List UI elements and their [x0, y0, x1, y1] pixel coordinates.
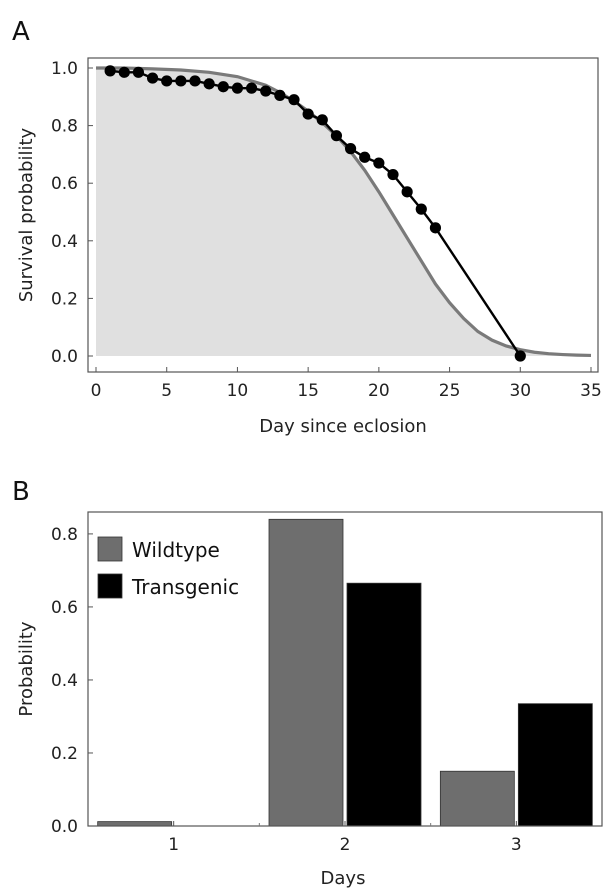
x-tick-label-a: 20: [368, 381, 390, 401]
legend-label-wildtype: Wildtype: [132, 538, 220, 562]
x-tick-label-a: 25: [439, 381, 461, 401]
observed-point: [203, 78, 215, 90]
x-tick-label-b: 2: [340, 835, 351, 855]
observed-point: [429, 222, 442, 234]
x-tick-label-b: 3: [511, 835, 522, 855]
x-tick-label-a: 10: [227, 381, 249, 401]
observed-point: [245, 82, 258, 94]
observed-point: [161, 75, 173, 87]
y-tick-label-b: 0.2: [51, 744, 78, 764]
observed-point: [373, 157, 385, 169]
y-tick-label-b: 0.8: [51, 525, 78, 545]
observed-point: [330, 130, 343, 142]
y-axis-label-b: Probability: [16, 621, 37, 716]
fitted-curve: [96, 66, 592, 358]
x-tick-label-a: 35: [580, 381, 602, 401]
observed-point: [146, 72, 159, 84]
plot-frame-a: [87, 57, 599, 373]
observed-point: [274, 89, 286, 101]
y-tick-label-a: 0.6: [51, 174, 78, 194]
fitted-area-shape: [96, 68, 591, 356]
bar-wildtype-day-1: [97, 821, 173, 827]
observed-point: [260, 85, 272, 97]
observed-point: [231, 82, 244, 94]
observed-point: [514, 350, 526, 362]
bar-transgenic-day-3: [517, 703, 593, 827]
y-tick-label-a: 1.0: [51, 59, 78, 79]
legend-swatch-transgenic: [97, 573, 123, 599]
observed-series: [104, 65, 526, 362]
observed-point: [387, 168, 399, 181]
observed-point: [175, 75, 187, 87]
x-axis-label-b: Days: [321, 868, 366, 889]
x-tick-label-a: 30: [509, 381, 531, 401]
chart-a-ticks: 0 5 10 15 20 25 30 35 0.0 0.2 0.4 0.6 0.8 1.0: [51, 59, 602, 401]
legend-swatch-wildtype: [97, 536, 123, 562]
y-tick-label-b: 0.6: [51, 598, 78, 618]
bar-wildtype-day-2: [268, 518, 344, 827]
bars: [97, 518, 593, 827]
x-tick-label-a: 15: [297, 381, 319, 401]
observed-point: [415, 203, 427, 215]
x-tick-label-a: 0: [91, 381, 102, 401]
observed-point: [118, 66, 130, 78]
observed-point: [359, 151, 371, 163]
legend-label-transgenic: Transgenic: [131, 575, 239, 599]
probability-bar-chart: 1 2 3 0.0 0.2 0.4 0.6 0.8 Wildtype Transgenic Da…: [16, 511, 603, 889]
x-tick-label-b: 1: [168, 835, 179, 855]
panel-label-a: A: [12, 17, 30, 47]
y-tick-label-a: 0.2: [51, 289, 78, 309]
y-tick-label-a: 0.0: [51, 347, 78, 367]
observed-point: [104, 65, 116, 77]
x-axis-label-a: Day since eclosion: [259, 416, 427, 437]
fitted-curve-line: [96, 66, 592, 358]
fitted-area: [96, 68, 591, 356]
chart-a-frame: [87, 57, 599, 373]
bar-transgenic-day-2: [346, 582, 422, 827]
observed-point: [316, 114, 328, 126]
y-tick-label-a: 0.4: [51, 232, 78, 252]
y-tick-label-b: 0.0: [51, 817, 78, 837]
legend: Wildtype Transgenic: [97, 536, 239, 599]
observed-point: [189, 75, 201, 87]
observed-point: [302, 108, 314, 120]
y-tick-label-a: 0.8: [51, 117, 78, 137]
observed-point: [288, 94, 300, 106]
observed-point: [344, 143, 357, 155]
y-axis-label-a: Survival probability: [16, 127, 37, 302]
observed-point: [132, 66, 145, 78]
panel-label-b: B: [12, 477, 30, 507]
y-tick-label-b: 0.4: [51, 671, 78, 691]
survival-chart: 0 5 10 15 20 25 30 35 0.0 0.2 0.4 0.6 0.8 1.0 Day sin…: [16, 57, 602, 437]
bar-wildtype-day-3: [439, 770, 515, 827]
chart-b-ticks: 1 2 3 0.0 0.2 0.4 0.6 0.8: [51, 525, 522, 855]
observed-point: [217, 81, 229, 93]
x-tick-label-a: 5: [161, 381, 172, 401]
observed-point: [401, 186, 413, 198]
